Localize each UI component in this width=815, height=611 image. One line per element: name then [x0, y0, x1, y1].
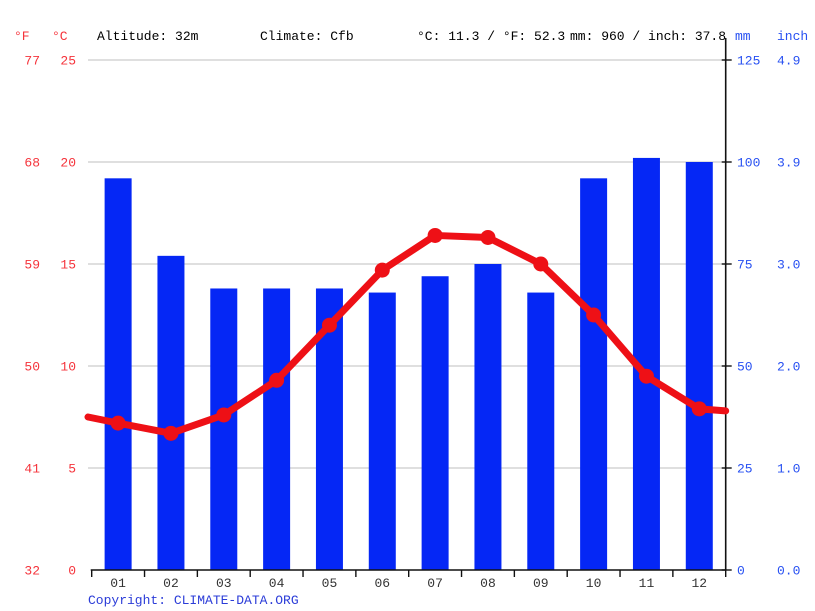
- fahrenheit-axis-title: °F: [14, 29, 30, 44]
- f-axis-label: 50: [24, 360, 40, 375]
- precip-bar-09: [527, 292, 555, 570]
- c-axis-label: 0: [68, 564, 76, 579]
- temperature-point-05: [321, 317, 337, 333]
- temperature-point-08: [480, 229, 496, 245]
- precip-bar-03: [210, 288, 238, 570]
- mm-axis-label: 25: [737, 462, 753, 477]
- temperature-point-06: [374, 262, 390, 278]
- month-label: 12: [691, 576, 707, 591]
- temperature-point-10: [586, 307, 602, 323]
- temperature-point-07: [427, 227, 443, 243]
- mm-axis-title: mm: [735, 29, 751, 44]
- precip-bar-01: [104, 178, 132, 570]
- climate-class-label: Climate: Cfb: [260, 29, 354, 44]
- f-axis-label: 41: [24, 462, 40, 477]
- temperature-point-12: [691, 401, 707, 417]
- mean-temp-label: °C: 11.3 / °F: 52.3: [417, 29, 566, 44]
- inch-axis-label: 3.9: [777, 156, 800, 171]
- inch-axis-label: 4.9: [777, 54, 800, 69]
- precip-bar-06: [368, 292, 396, 570]
- month-label: 02: [163, 576, 179, 591]
- mm-axis-label: 75: [737, 258, 753, 273]
- inch-axis-label: 3.0: [777, 258, 800, 273]
- month-label: 06: [374, 576, 390, 591]
- temperature-point-03: [216, 407, 232, 423]
- mm-axis-label: 125: [737, 54, 760, 69]
- mm-axis-label: 0: [737, 564, 745, 579]
- total-precip-label: mm: 960 / inch: 37.8: [570, 29, 727, 44]
- mm-axis-label: 100: [737, 156, 760, 171]
- month-label: 11: [639, 576, 655, 591]
- f-axis-label: 77: [24, 54, 40, 69]
- temperature-point-01: [110, 415, 126, 431]
- inch-axis-title: inch: [777, 29, 809, 44]
- c-axis-label: 10: [60, 360, 76, 375]
- inch-axis-label: 0.0: [777, 564, 800, 579]
- month-label: 07: [427, 576, 443, 591]
- month-label: 08: [480, 576, 496, 591]
- month-label: 03: [216, 576, 232, 591]
- climate-data-link[interactable]: CLIMATE-DATA.ORG: [173, 593, 299, 608]
- copyright-line: Copyright: CLIMATE-DATA.ORG: [88, 593, 299, 608]
- precip-bar-07: [421, 276, 449, 570]
- precip-bar-04: [263, 288, 291, 570]
- temperature-point-09: [533, 256, 549, 272]
- c-axis-label: 5: [68, 462, 76, 477]
- mm-axis-label: 50: [737, 360, 753, 375]
- temperature-line: [84, 231, 730, 437]
- precip-bar-12: [685, 162, 713, 570]
- temperature-point-04: [269, 372, 285, 388]
- c-axis-label: 20: [60, 156, 76, 171]
- copyright-prefix: Copyright:: [88, 593, 174, 608]
- precip-bar-10: [580, 178, 608, 570]
- precip-bar-02: [157, 255, 185, 570]
- inch-axis-label: 1.0: [777, 462, 800, 477]
- celsius-axis-title: °C: [52, 29, 68, 44]
- f-axis-label: 32: [24, 564, 40, 579]
- c-axis-label: 15: [60, 258, 76, 273]
- month-label: 05: [322, 576, 338, 591]
- temperature-point-11: [638, 368, 654, 384]
- precip-bar-08: [474, 264, 502, 570]
- altitude-label: Altitude: 32m: [97, 29, 199, 44]
- f-axis-label: 68: [24, 156, 40, 171]
- inch-axis-label: 2.0: [777, 360, 800, 375]
- c-axis-label: 25: [60, 54, 76, 69]
- f-axis-label: 59: [24, 258, 40, 273]
- temperature-point-02: [163, 425, 179, 441]
- month-label: 09: [533, 576, 549, 591]
- month-label: 01: [110, 576, 126, 591]
- month-label: 04: [269, 576, 285, 591]
- month-label: 10: [586, 576, 602, 591]
